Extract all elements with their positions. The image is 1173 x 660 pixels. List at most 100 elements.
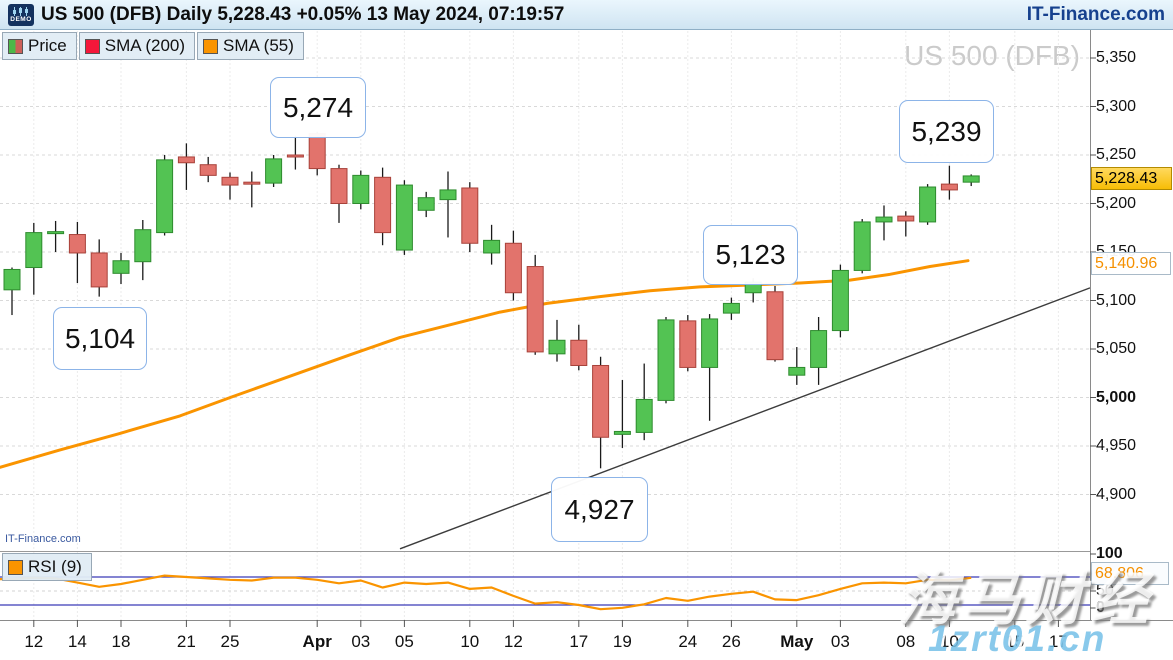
x-axis-tick-label: 17 [1048,632,1068,651]
candle-body [570,339,588,366]
candle-body [177,156,195,164]
rsi-line [0,574,972,611]
it-finance-link[interactable]: IT-Finance.com [1026,3,1165,25]
candle-body [3,268,21,291]
price-legend: Price SMA (200) SMA (55) [2,32,304,60]
x-axis-tick-label: 08 [896,632,916,651]
last-price-axis-box: 5,228.43 [1091,167,1172,190]
x-axis-tick-label: 12 [24,632,44,651]
candle-body [831,269,849,332]
y-axis-tick-label: 4,950 [1096,437,1137,454]
candle-body [962,175,980,183]
sma55-axis-box: 5,140.96 [1091,252,1171,275]
sma55-swatch-icon [203,38,219,54]
candle-body [722,302,740,314]
candle-body [134,229,152,263]
x-axis-tick-label: 03 [830,632,850,651]
candle-body [657,319,675,401]
legend-item-sma200[interactable]: SMA (200) [78,32,196,60]
candle-body [68,234,86,254]
candle-body [679,320,697,368]
candle-body [330,168,348,204]
candle-body [47,231,65,235]
price-callout[interactable]: 4,927 [551,477,648,542]
candle-body [417,197,435,211]
price-callout[interactable]: 5,274 [270,77,366,138]
x-axis-tick-label: 12 [503,632,523,651]
legend-sma200-label: SMA (200) [104,36,186,55]
candle-body [243,181,261,185]
x-axis-tick-label: 10 [939,632,959,651]
x-axis-tick-label: 05 [394,632,414,651]
candle-body [25,232,43,269]
x-axis-tick-label: 15 [1005,632,1025,651]
demo-label: DEMO [10,15,32,23]
x-axis-tick-label: 21 [176,632,196,651]
title-bar: DEMO US 500 (DFB) Daily 5,228.43 +0.05% … [0,0,1173,30]
y-axis-tick-label: 5,350 [1096,49,1137,66]
candle-body [483,239,501,254]
x-axis-tick-label: 14 [67,632,87,651]
x-axis-tick-label: 25 [220,632,240,651]
y-axis-tick-label: 5,300 [1096,97,1137,115]
candle-body [897,215,915,222]
x-axis-tick-label: Apr [302,632,332,651]
chart-footer-brand: IT-Finance.com [5,533,81,545]
candle-body [613,430,631,435]
trendline [399,287,1091,550]
candle-body [221,176,239,186]
y-axis-tick-label: 5,250 [1096,146,1137,163]
candle-body [635,398,653,433]
y-axis-tick-label: 4,900 [1096,485,1137,503]
rsi-axis-tick-label: 0 [1096,599,1105,616]
price-callout[interactable]: 5,104 [53,307,147,370]
candle-body [265,158,283,184]
x-axis-tick-label: May [780,632,814,651]
sma200-swatch-icon [84,38,100,54]
candle-body [461,187,479,244]
price-swatch-icon [8,38,23,54]
x-axis-tick-label: 17 [569,632,589,651]
legend-rsi-label: RSI (9) [28,557,82,576]
chart-title: US 500 (DFB) Daily 5,228.43 +0.05% 13 Ma… [41,3,565,25]
x-axis-tick-label: 18 [111,632,131,651]
candle-body [352,174,370,204]
legend-item-sma55[interactable]: SMA (55) [197,32,304,60]
candle-body [308,133,326,170]
candle-body [810,330,828,368]
candle-body [592,364,610,438]
legend-item-price[interactable]: Price [2,32,77,60]
rsi-swatch-icon [8,559,23,575]
y-axis-tick-label: 5,000 [1096,388,1137,406]
candle-body [112,260,130,274]
x-axis-tick-label: 10 [460,632,480,651]
price-callout[interactable]: 5,123 [703,225,798,285]
x-axis-tick-label: 19 [612,632,632,651]
candle-body [853,221,871,271]
legend-item-rsi[interactable]: RSI (9) [2,553,92,581]
candle-body [504,242,522,294]
legend-sma55-label: SMA (55) [223,36,294,55]
rsi-axis-tick-label: 100 [1096,545,1123,562]
candle-body [701,318,719,368]
candle-body [548,339,566,355]
candle-body [919,186,937,223]
x-axis-tick-label: 26 [721,632,741,651]
candle-body [766,291,784,361]
y-axis-tick-label: 5,050 [1096,340,1137,357]
price-callout[interactable]: 5,239 [899,100,994,163]
candle-body [286,154,304,158]
candle-body [439,189,457,201]
watermark-chinese: 海马财经 [898,567,1155,632]
candle-body [374,176,392,234]
watermark-domain: 1zrt01.cn [928,618,1107,659]
candle-body [395,184,413,251]
y-axis-tick-label: 5,100 [1096,291,1137,309]
demo-badge-icon: DEMO [8,3,34,26]
x-axis-tick-label: 24 [678,632,698,651]
legend-price-label: Price [28,36,67,55]
candle-body [788,366,806,376]
candle-body [90,252,108,288]
